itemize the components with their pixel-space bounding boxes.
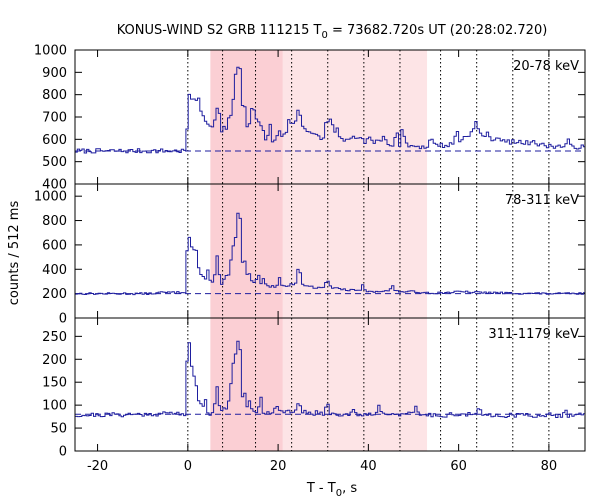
background-layer — [187, 50, 550, 451]
panel-3: 0 50 100 150 200 250 311-1179 keV — [42, 317, 586, 460]
light-curve-1 — [75, 66, 585, 154]
panel-1: 400 500 600 700 800 900 1000 20-78 keV — [34, 44, 586, 193]
y-tick-label: 900 — [42, 66, 67, 81]
y-tick-label: 250 — [42, 330, 67, 345]
x-tick-label: -20 — [87, 459, 108, 474]
x-tick-label: 0 — [184, 459, 192, 474]
x-tick-label: 40 — [360, 459, 377, 474]
x-tick-label: 80 — [541, 459, 558, 474]
x-axis-label: T - T0, s — [306, 481, 357, 499]
chart-title: KONUS-WIND S2 GRB 111215 T0 = 73682.720s… — [117, 23, 548, 41]
x-axis-label-suffix: , s — [342, 481, 357, 496]
y-tick-label: 400 — [42, 263, 67, 278]
energy-band-label: 311-1179 keV — [488, 327, 579, 342]
y-tick-label: 700 — [42, 111, 67, 126]
y-tick-label: 800 — [42, 88, 67, 103]
chart-title-suffix: = 73682.720s UT (20:28:02.720) — [328, 23, 547, 38]
y-tick-label: 500 — [42, 155, 67, 170]
x-axis-label-main: T - T — [306, 481, 336, 496]
y-tick-label: 100 — [42, 399, 67, 414]
y-tick-label: 1000 — [34, 190, 67, 205]
panel-2: 0 200 400 600 800 1000 78-311 keV — [34, 183, 586, 327]
chart-title-prefix: KONUS-WIND S2 GRB 111215 T — [117, 23, 322, 38]
chart-title-subscript: 0 — [321, 30, 327, 41]
y-tick-label: 400 — [42, 178, 67, 193]
x-tick-label: 20 — [270, 459, 287, 474]
y-tick-label: 1000 — [34, 44, 67, 59]
y-tick-label: 50 — [50, 422, 67, 437]
x-tick-labels: -20 0 20 40 60 80 — [87, 459, 557, 474]
light-curve-3 — [75, 340, 585, 418]
shaded-interval-2 — [210, 50, 283, 451]
y-axis-label: counts / 512 ms — [7, 201, 22, 306]
y-tick-label: 200 — [42, 353, 67, 368]
y-tick-label: 0 — [59, 312, 67, 327]
y-tick-label: 0 — [59, 445, 67, 460]
y-tick-label: 600 — [42, 238, 67, 253]
y-tick-label: 150 — [42, 376, 67, 391]
x-axis-label-subscript: 0 — [336, 488, 342, 499]
energy-band-label: 78-311 keV — [505, 193, 579, 208]
energy-band-label: 20-78 keV — [513, 59, 579, 74]
y-tick-label: 800 — [42, 214, 67, 229]
x-tick-label: 60 — [450, 459, 467, 474]
y-tick-label: 600 — [42, 133, 67, 148]
y-tick-label: 200 — [42, 287, 67, 302]
panel-frame — [74, 317, 586, 452]
light-curve-2 — [75, 212, 585, 296]
